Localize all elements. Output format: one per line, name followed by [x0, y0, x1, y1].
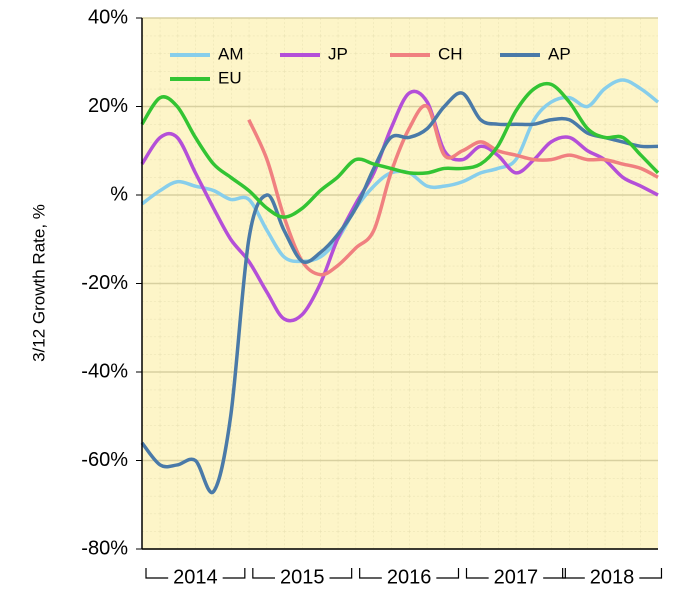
- legend-label: AP: [548, 44, 571, 63]
- y-axis-label: 3/12 Growth Rate, %: [29, 204, 48, 362]
- series-line: [247, 103, 659, 277]
- x-tick-label: 2015: [280, 566, 325, 588]
- legend-label: JP: [328, 44, 348, 63]
- x-bracket: [145, 568, 246, 579]
- y-tick-label: 20%: [88, 95, 128, 117]
- y-tick-label: -40%: [81, 360, 128, 382]
- x-bracket: [562, 568, 663, 579]
- x-bracket: [359, 568, 460, 579]
- x-bracket: [252, 568, 353, 579]
- x-tick-label: 2018: [590, 566, 635, 588]
- legend-label: EU: [218, 68, 242, 87]
- x-tick-label: 2016: [387, 566, 432, 588]
- legend-label: CH: [438, 44, 463, 63]
- x-tick-label: 2014: [173, 566, 218, 588]
- y-tick-label: -60%: [81, 449, 128, 471]
- x-tick-label: 2017: [494, 566, 539, 588]
- y-tick-label: -80%: [81, 537, 128, 559]
- y-tick-label: %: [110, 183, 128, 205]
- series-line: [140, 81, 660, 219]
- series-line: [140, 91, 659, 495]
- series-line: [140, 89, 659, 323]
- y-tick-label: 40%: [88, 6, 128, 28]
- y-tick-label: -20%: [81, 272, 128, 294]
- legend-label: AM: [218, 44, 244, 63]
